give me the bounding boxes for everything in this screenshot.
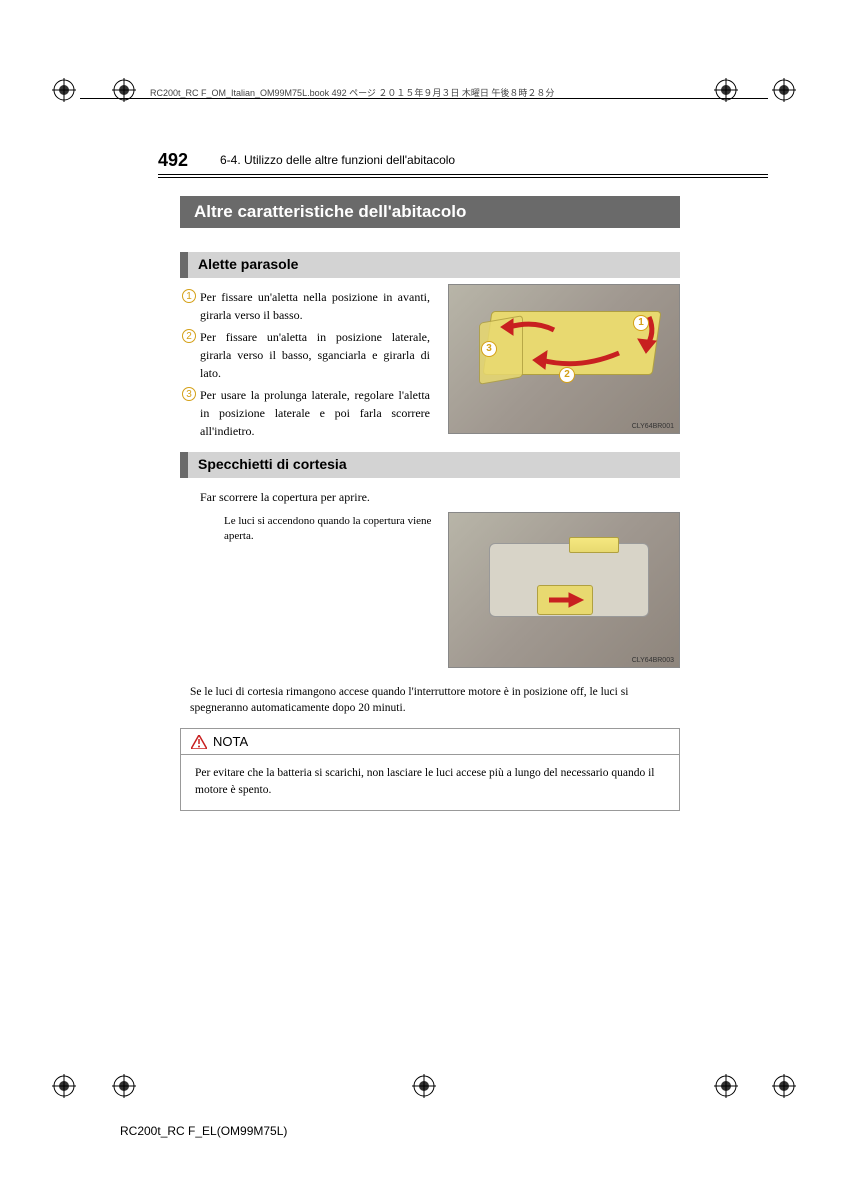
figure-badge-1: 1 [633,315,649,331]
step-2-badge: 2 [182,329,196,343]
nota-header: NOTA [181,729,679,755]
step-1-badge: 1 [182,289,196,303]
page-title: Altre caratteristiche dell'abitacolo [180,196,680,228]
nota-box: NOTA Per evitare che la batteria si scar… [180,728,680,811]
crop-mark-tr [772,78,796,102]
nota-body: Per evitare che la batteria si scarichi,… [181,755,679,810]
nota-label: NOTA [213,734,248,749]
figure-badge-2: 2 [559,367,575,383]
figure-sunvisor: 1 2 3 CLY64BR001 [448,284,680,434]
figure-2-code: CLY64BR003 [632,657,674,664]
step-3: 3 Per usare la prolunga laterale, regola… [200,386,430,440]
step-2-text: Per fissare un'aletta in posizione later… [200,330,430,380]
page-number: 492 [158,150,188,171]
figure-vanity-mirror: CLY64BR003 [448,512,680,668]
lights-auto-off-note: Se le luci di cortesia rimangono accese … [190,684,680,716]
step-1-text: Per fissare un'aletta nella posizione in… [200,290,430,322]
header-rule-double [158,174,768,178]
warning-icon [191,735,207,749]
step-2: 2 Per fissare un'aletta in posizione lat… [200,328,430,382]
header-rule-top [80,98,768,99]
mirror-sub-text: Le luci si accendono quando la copertura… [224,514,434,545]
figure-1-code: CLY64BR001 [632,423,674,430]
mirror-body-text: Far scorrere la copertura per aprire. [200,488,370,506]
step-1: 1 Per fissare un'aletta nella posizione … [200,288,430,324]
step-3-text: Per usare la prolunga laterale, regolare… [200,388,430,438]
crop-mark-tl [52,78,76,102]
figure-badge-3: 3 [481,341,497,357]
crop-mark-bc [412,1074,436,1098]
breadcrumb: 6-4. Utilizzo delle altre funzioni dell'… [220,153,455,167]
footer-code: RC200t_RC F_EL(OM99M75L) [120,1124,287,1138]
section-heading-visors: Alette parasole [180,252,680,278]
step-3-badge: 3 [182,387,196,401]
section-heading-mirrors: Specchietti di cortesia [180,452,680,478]
crop-mark-bl [52,1074,76,1098]
crop-mark-br [772,1074,796,1098]
crop-mark-br2 [714,1074,738,1098]
crop-mark-bl2 [112,1074,136,1098]
